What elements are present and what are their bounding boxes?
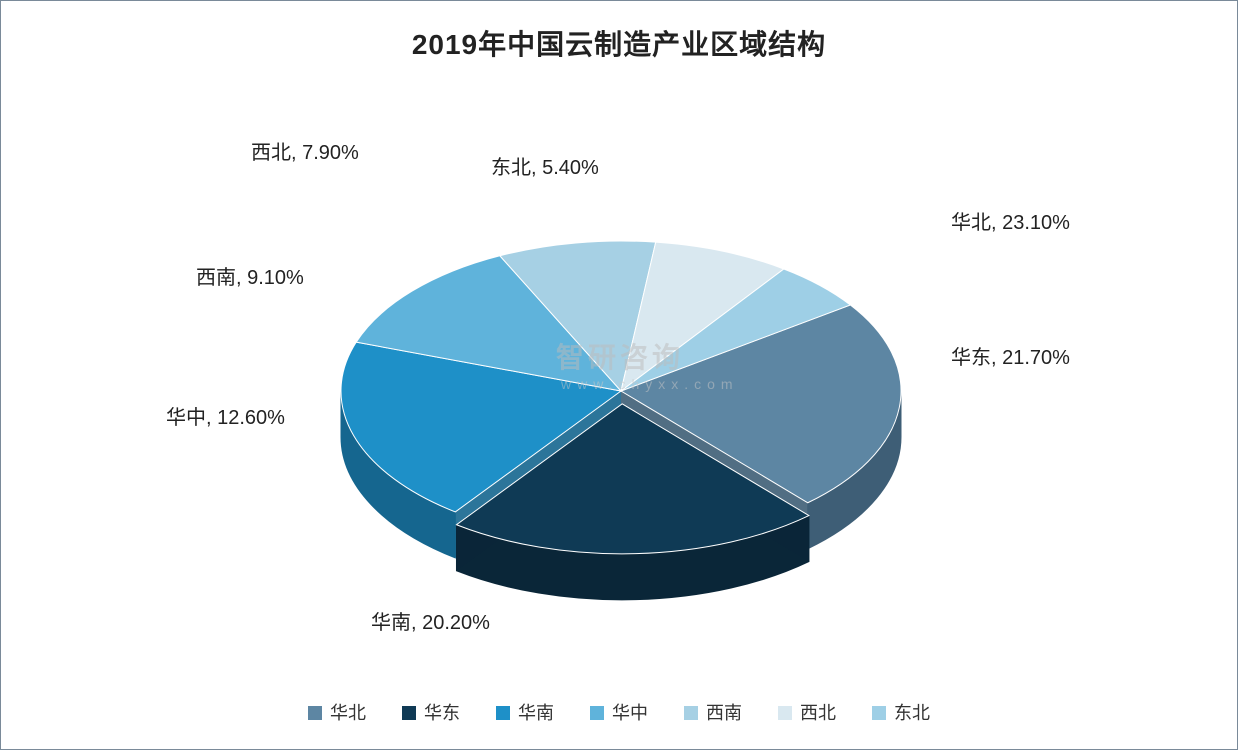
legend-item: 华东 [402,699,460,725]
legend-item: 华北 [308,699,366,725]
legend-swatch [778,706,792,720]
legend: 华北 华东 华南 华中 西南 西北 东北 [1,699,1237,725]
chart-title: 2019年中国云制造产业区域结构 [1,23,1237,63]
legend-label: 东北 [894,703,930,723]
legend-swatch [684,706,698,720]
watermark-text: 智研咨询 [556,336,684,376]
slice-label: 东北, 5.40% [491,151,599,180]
legend-item: 西南 [684,699,742,725]
legend-label: 西北 [800,703,836,723]
legend-label: 华中 [612,703,648,723]
legend-swatch [308,706,322,720]
legend-swatch [496,706,510,720]
legend-swatch [402,706,416,720]
legend-swatch [872,706,886,720]
chart-frame: 2019年中国云制造产业区域结构 智研咨询 www.chyxx.com 华北, … [0,0,1238,750]
legend-swatch [590,706,604,720]
legend-label: 华南 [518,703,554,723]
slice-label: 西北, 7.90% [251,136,359,165]
legend-label: 华北 [330,703,366,723]
legend-item: 西北 [778,699,836,725]
watermark-subtext: www.chyxx.com [561,376,739,392]
legend-item: 华中 [590,699,648,725]
slice-label: 华北, 23.10% [951,206,1070,235]
legend-item: 东北 [872,699,930,725]
pie-chart: 智研咨询 www.chyxx.com 华北, 23.10% 华东, 21.70% 华… [1,91,1238,651]
slice-label: 华东, 21.70% [951,341,1070,370]
legend-label: 西南 [706,703,742,723]
legend-label: 华东 [424,703,460,723]
slice-label: 华中, 12.60% [166,401,285,430]
slice-label: 华南, 20.20% [371,606,490,635]
legend-item: 华南 [496,699,554,725]
slice-label: 西南, 9.10% [196,261,304,290]
